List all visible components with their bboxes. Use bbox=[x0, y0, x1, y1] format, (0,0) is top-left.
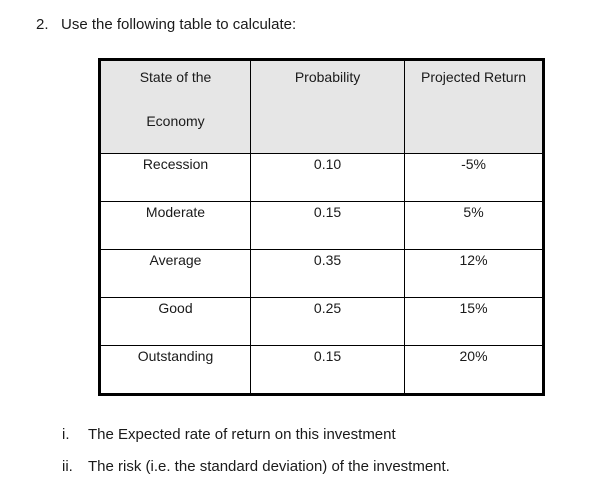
header-state-line2: Economy bbox=[146, 113, 205, 129]
table-row: Good 0.25 15% bbox=[98, 297, 544, 346]
cell-probability: 0.25 bbox=[250, 297, 406, 346]
table-row: Average 0.35 12% bbox=[98, 249, 544, 298]
subquestion-marker: i. bbox=[62, 426, 70, 443]
cell-state: Recession bbox=[98, 153, 252, 202]
subquestion-list: i. The Expected rate of return on this i… bbox=[62, 426, 450, 490]
table-row: Outstanding 0.15 20% bbox=[98, 345, 544, 395]
table-row: Recession 0.10 -5% bbox=[98, 153, 544, 202]
cell-probability: 0.15 bbox=[250, 201, 406, 250]
cell-state: Outstanding bbox=[98, 345, 252, 395]
header-projected-return-label: Projected Return bbox=[420, 69, 527, 85]
cell-probability: 0.35 bbox=[250, 249, 406, 298]
cell-return: 15% bbox=[404, 297, 544, 346]
question-number: 2. bbox=[36, 16, 49, 33]
cell-return: 5% bbox=[404, 201, 544, 250]
table-header-row: State of the Economy Probability Project… bbox=[98, 59, 544, 154]
header-probability: Probability bbox=[250, 59, 406, 154]
header-state-line1: State of the bbox=[139, 69, 212, 85]
header-state-of-economy: State of the Economy bbox=[98, 59, 252, 154]
cell-return: -5% bbox=[404, 153, 544, 202]
question-text: Use the following table to calculate: bbox=[61, 16, 297, 33]
subquestion-text: The Expected rate of return on this inve… bbox=[88, 426, 396, 443]
economy-return-table: State of the Economy Probability Project… bbox=[98, 58, 545, 396]
subquestion-marker: ii. bbox=[62, 458, 73, 475]
subquestion-text: The risk (i.e. the standard deviation) o… bbox=[88, 458, 450, 475]
cell-probability: 0.15 bbox=[250, 345, 406, 395]
cell-state: Good bbox=[98, 297, 252, 346]
cell-probability: 0.10 bbox=[250, 153, 406, 202]
table-row: Moderate 0.15 5% bbox=[98, 201, 544, 250]
cell-return: 20% bbox=[404, 345, 544, 395]
cell-state: Moderate bbox=[98, 201, 252, 250]
question-heading: 2. Use the following table to calculate: bbox=[36, 16, 296, 33]
cell-state: Average bbox=[98, 249, 252, 298]
subquestion-item: i. The Expected rate of return on this i… bbox=[62, 426, 450, 458]
subquestion-item: ii. The risk (i.e. the standard deviatio… bbox=[62, 458, 450, 490]
header-projected-return: Projected Return bbox=[404, 59, 544, 154]
cell-return: 12% bbox=[404, 249, 544, 298]
header-probability-label: Probability bbox=[294, 69, 361, 85]
